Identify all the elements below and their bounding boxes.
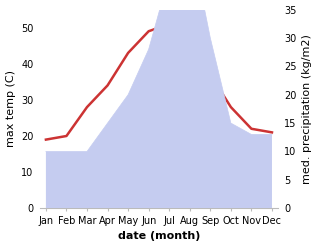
Y-axis label: max temp (C): max temp (C) <box>5 70 16 147</box>
X-axis label: date (month): date (month) <box>118 231 200 242</box>
Y-axis label: med. precipitation (kg/m2): med. precipitation (kg/m2) <box>302 34 313 184</box>
